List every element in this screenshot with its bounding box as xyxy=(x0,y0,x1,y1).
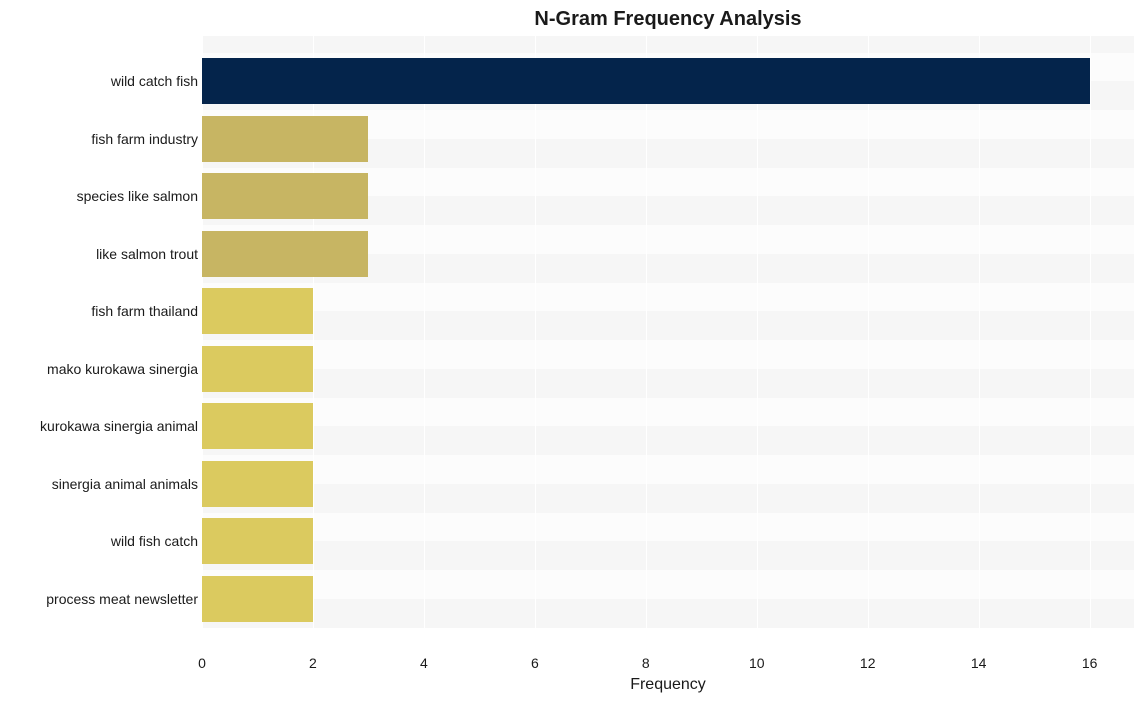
x-tick-label: 0 xyxy=(198,655,206,671)
bar xyxy=(202,231,368,277)
ngram-frequency-chart: N-Gram Frequency Analysis wild catch fis… xyxy=(0,0,1142,701)
bar-row xyxy=(202,53,1134,111)
bar-row xyxy=(202,513,1134,571)
bar xyxy=(202,461,313,507)
bar xyxy=(202,173,368,219)
bar xyxy=(202,518,313,564)
x-tick-label: 8 xyxy=(642,655,650,671)
y-tick-label: process meat newsletter xyxy=(46,591,198,607)
y-tick-label: kurokawa sinergia animal xyxy=(40,418,198,434)
y-tick-label: sinergia animal animals xyxy=(52,476,198,492)
x-tick-label: 16 xyxy=(1082,655,1098,671)
bar xyxy=(202,403,313,449)
bar-row xyxy=(202,283,1134,341)
bar-row xyxy=(202,340,1134,398)
bar xyxy=(202,346,313,392)
y-tick-label: wild fish catch xyxy=(111,533,198,549)
bar xyxy=(202,288,313,334)
y-tick-label: fish farm industry xyxy=(91,131,198,147)
x-tick-label: 6 xyxy=(531,655,539,671)
bar xyxy=(202,58,1090,104)
x-tick-label: 4 xyxy=(420,655,428,671)
bar-row xyxy=(202,225,1134,283)
chart-title: N-Gram Frequency Analysis xyxy=(97,8,1142,31)
bar-row xyxy=(202,570,1134,628)
x-tick-label: 14 xyxy=(971,655,987,671)
bar-row xyxy=(202,168,1134,226)
bar-row xyxy=(202,455,1134,513)
y-tick-label: fish farm thailand xyxy=(91,303,198,319)
x-axis-label: Frequency xyxy=(618,676,718,694)
bar xyxy=(202,576,313,622)
plot-band xyxy=(202,36,1134,53)
bar-row xyxy=(202,398,1134,456)
y-tick-label: species like salmon xyxy=(77,188,198,204)
x-tick-label: 12 xyxy=(860,655,876,671)
x-tick-label: 10 xyxy=(749,655,765,671)
plot-area xyxy=(202,36,1134,644)
bar-row xyxy=(202,110,1134,168)
y-tick-label: like salmon trout xyxy=(96,246,198,262)
y-tick-label: mako kurokawa sinergia xyxy=(47,361,198,377)
x-tick-label: 2 xyxy=(309,655,317,671)
bar xyxy=(202,116,368,162)
y-tick-label: wild catch fish xyxy=(111,73,198,89)
